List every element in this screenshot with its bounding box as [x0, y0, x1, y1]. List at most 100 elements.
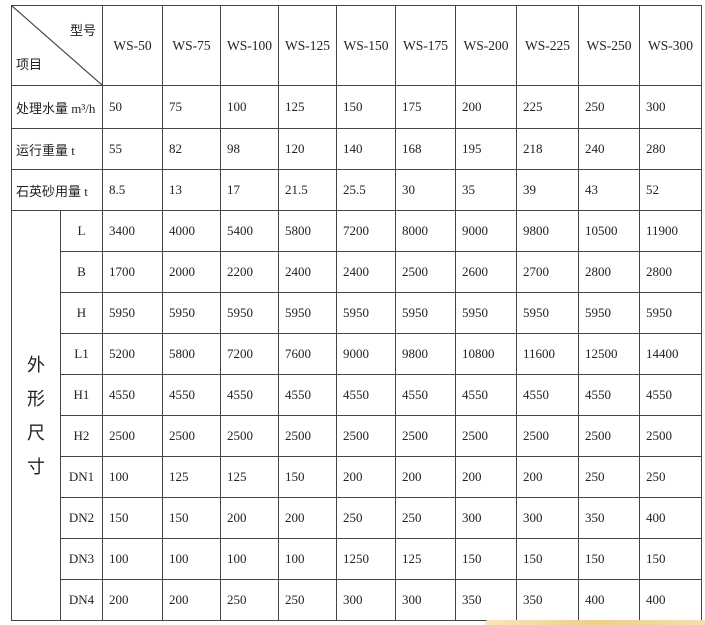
table-cell: 2400 [278, 251, 337, 293]
table-cell: 2500 [220, 415, 279, 457]
table-cell: 5950 [102, 292, 163, 334]
table-cell: 5950 [578, 292, 640, 334]
group-label-char: 寸 [27, 456, 45, 477]
dimension-label: H [60, 292, 103, 334]
table-cell: 300 [516, 497, 579, 539]
table-cell: 300 [395, 579, 456, 621]
table-cell: 175 [395, 85, 456, 129]
table-cell: 12500 [578, 333, 640, 375]
table-cell: 120 [278, 128, 337, 170]
table-cell: 150 [162, 497, 221, 539]
table-cell: 7200 [336, 210, 396, 252]
table-cell: 3400 [102, 210, 163, 252]
table-cell: 350 [516, 579, 579, 621]
decorative-gold-bar [485, 620, 705, 625]
model-header: WS-175 [395, 5, 456, 86]
table-cell: 200 [102, 579, 163, 621]
spec-table: 型号 项目 WS-50 WS-75 WS-100 WS-125 WS-150 WS-175… [11, 5, 702, 621]
table-cell: 125 [278, 85, 337, 129]
model-header: WS-125 [278, 5, 337, 86]
table-cell: 4550 [278, 374, 337, 416]
table-cell: 2000 [162, 251, 221, 293]
table-cell: 5950 [516, 292, 579, 334]
table-cell: 4550 [516, 374, 579, 416]
table-cell: 2500 [639, 415, 702, 457]
table-cell: 5950 [455, 292, 517, 334]
table-cell: 2800 [639, 251, 702, 293]
table-cell: 35 [455, 169, 517, 211]
table-cell: 2400 [336, 251, 396, 293]
table-cell: 200 [278, 497, 337, 539]
table-cell: 5950 [639, 292, 702, 334]
dimension-label: B [60, 251, 103, 293]
table-cell: 100 [278, 538, 337, 580]
table-cell: 300 [639, 85, 702, 129]
table-cell: 150 [336, 85, 396, 129]
table-cell: 8.5 [102, 169, 163, 211]
model-header: WS-250 [578, 5, 640, 86]
row-label: 处理水量 m³/h [11, 85, 103, 129]
table-row: DN3 100 100 100 100 1250 125 150 150 150 150 [12, 538, 702, 580]
group-label-char: 外 [27, 354, 45, 375]
table-row: DN1 100 125 125 150 200 200 200 200 250 250 [12, 456, 702, 498]
table-cell: 100 [162, 538, 221, 580]
table-cell: 5950 [220, 292, 279, 334]
table-cell: 200 [220, 497, 279, 539]
table-cell: 2500 [395, 415, 456, 457]
table-cell: 300 [336, 579, 396, 621]
corner-cell: 型号 项目 [11, 5, 103, 86]
table-cell: 200 [162, 579, 221, 621]
table-cell: 125 [395, 538, 456, 580]
table-cell: 218 [516, 128, 579, 170]
table-cell: 14400 [639, 333, 702, 375]
table-cell: 250 [336, 497, 396, 539]
table-cell: 280 [639, 128, 702, 170]
table-cell: 2500 [578, 415, 640, 457]
table-cell: 400 [639, 579, 702, 621]
table-cell: 150 [639, 538, 702, 580]
row-label: 运行重量 t [11, 128, 103, 170]
table-row: DN4 200 200 250 250 300 300 350 350 400 400 [12, 579, 702, 621]
table-cell: 250 [578, 85, 640, 129]
table-cell: 7600 [278, 333, 337, 375]
table-cell: 5950 [395, 292, 456, 334]
table-cell: 5200 [102, 333, 163, 375]
model-header: WS-200 [455, 5, 517, 86]
table-cell: 200 [395, 456, 456, 498]
table-cell: 140 [336, 128, 396, 170]
table-cell: 200 [455, 85, 517, 129]
table-cell: 150 [278, 456, 337, 498]
table-cell: 30 [395, 169, 456, 211]
table-cell: 350 [455, 579, 517, 621]
table-cell: 4550 [102, 374, 163, 416]
table-cell: 10800 [455, 333, 517, 375]
table-cell: 400 [639, 497, 702, 539]
table-cell: 43 [578, 169, 640, 211]
table-cell: 55 [102, 128, 163, 170]
table-cell: 250 [395, 497, 456, 539]
table-cell: 11900 [639, 210, 702, 252]
table-cell: 350 [578, 497, 640, 539]
table-cell: 4550 [455, 374, 517, 416]
corner-model-label: 型号 [69, 23, 96, 38]
table-cell: 2500 [455, 415, 517, 457]
table-cell: 225 [516, 85, 579, 129]
table-row: H 5950 5950 5950 5950 5950 5950 5950 5950 5950 595… [12, 292, 702, 334]
table-cell: 1250 [336, 538, 396, 580]
table-cell: 25.5 [336, 169, 396, 211]
table-row: DN2 150 150 200 200 250 250 300 300 350 400 [12, 497, 702, 539]
table-cell: 11600 [516, 333, 579, 375]
table-cell: 5950 [278, 292, 337, 334]
table-cell: 100 [102, 538, 163, 580]
table-cell: 39 [516, 169, 579, 211]
table-cell: 98 [220, 128, 279, 170]
table-cell: 5800 [278, 210, 337, 252]
table-cell: 4550 [578, 374, 640, 416]
table-cell: 17 [220, 169, 279, 211]
table-cell: 200 [516, 456, 579, 498]
table-row: L1 5200 5800 7200 7600 9000 9800 10800 11600 1250… [12, 333, 702, 375]
table-cell: 150 [102, 497, 163, 539]
table-cell: 150 [455, 538, 517, 580]
table-cell: 82 [162, 128, 221, 170]
table-cell: 4550 [162, 374, 221, 416]
